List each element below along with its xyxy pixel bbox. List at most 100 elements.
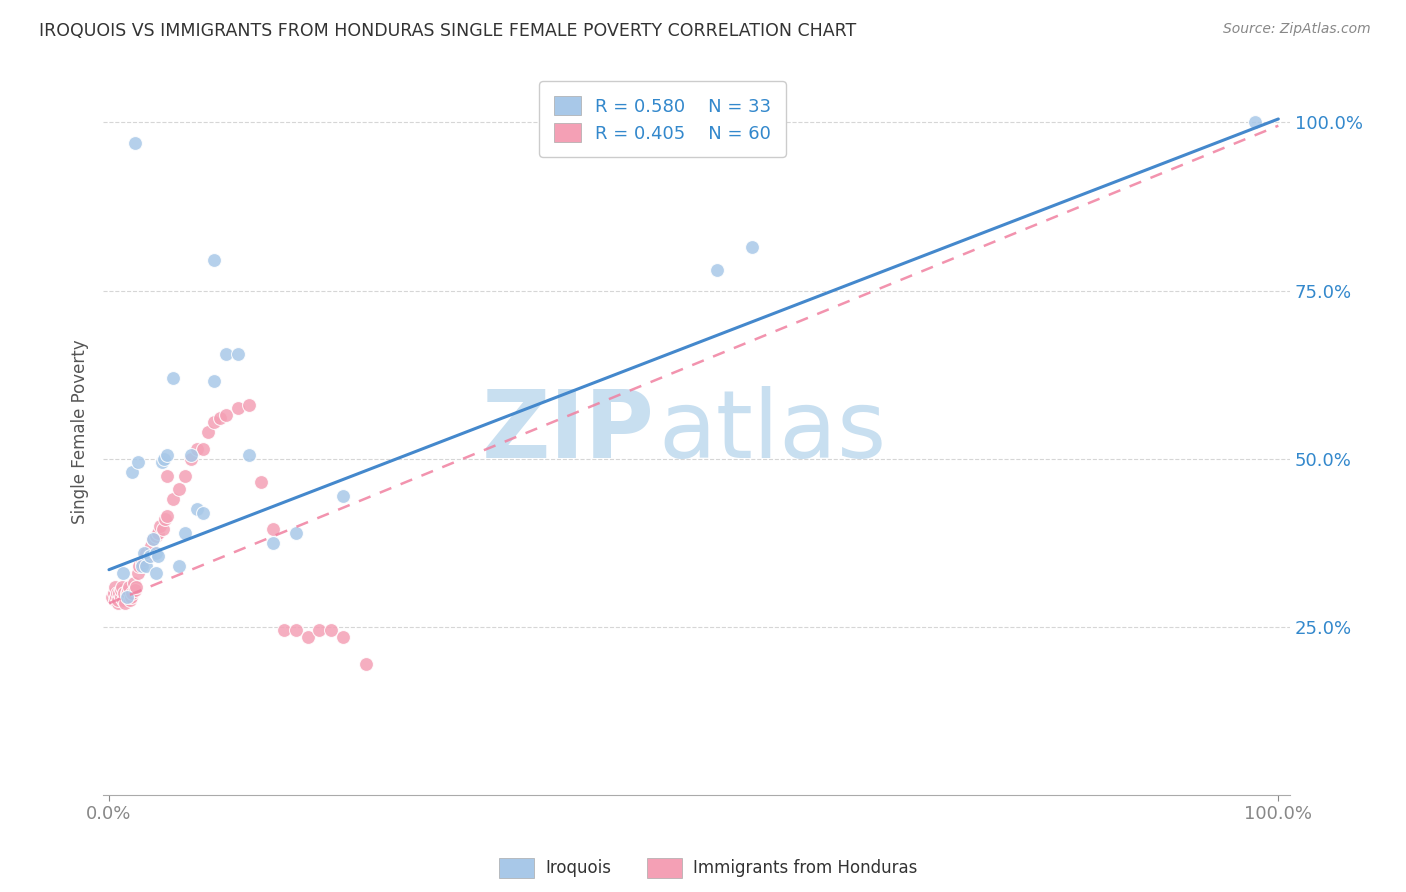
Point [167,559,190,574]
Point [107,596,129,610]
Y-axis label: Single Female Poverty: Single Female Poverty [72,340,89,524]
Point [162,491,184,506]
Point [162,371,184,385]
Point [153,451,176,466]
Point [127,455,149,469]
Point [110,582,132,597]
Point [104,590,127,604]
Point [202,253,225,268]
Point [167,482,190,496]
Point [139,549,162,564]
Point [156,448,179,462]
Point [202,375,225,389]
Point [101,590,124,604]
Point [132,546,155,560]
Point [138,549,160,564]
Point [135,559,157,574]
Point [125,580,148,594]
Point [132,552,155,566]
Point [131,559,153,574]
Point [115,586,138,600]
Point [111,593,134,607]
Point [174,468,197,483]
Point [285,525,308,540]
Point [226,347,249,361]
Text: Immigrants from Honduras: Immigrants from Honduras [693,859,918,877]
Point [135,546,157,560]
Point [250,475,273,490]
Point [120,590,142,604]
Point [104,580,127,594]
Point [180,451,202,466]
Point [202,415,225,429]
Point [115,590,138,604]
Point [273,624,295,638]
Point [105,586,128,600]
Point [145,529,167,543]
Point [145,546,167,560]
Point [332,489,354,503]
Point [111,566,134,580]
Point [114,596,136,610]
Point [262,536,284,550]
Text: Source: ZipAtlas.com: Source: ZipAtlas.com [1223,22,1371,37]
Point [122,576,145,591]
Point [118,580,141,594]
Point [149,519,172,533]
Point [112,586,135,600]
Point [150,455,173,469]
Point [111,580,134,594]
Point [238,398,260,412]
Point [107,593,129,607]
Point [191,442,214,456]
Point [197,425,219,439]
Point [124,582,146,597]
Point [741,240,763,254]
Point [186,502,208,516]
Point [108,586,131,600]
Point [354,657,377,671]
Point [191,506,214,520]
Point [142,533,165,547]
Text: ZIP: ZIP [482,386,655,478]
Point [127,566,149,580]
Point [156,508,179,523]
Point [186,442,208,456]
Point [142,533,165,547]
Text: Iroquois: Iroquois [546,859,612,877]
Point [131,556,153,570]
Point [146,525,169,540]
Point [121,465,143,479]
Point [152,522,174,536]
Point [1244,115,1267,129]
Point [308,624,330,638]
Point [238,448,260,462]
Point [215,347,238,361]
Point [156,468,179,483]
Point [262,522,284,536]
Point [180,448,202,462]
Point [139,539,162,553]
Text: IROQUOIS VS IMMIGRANTS FROM HONDURAS SINGLE FEMALE POVERTY CORRELATION CHART: IROQUOIS VS IMMIGRANTS FROM HONDURAS SIN… [39,22,856,40]
Point [145,566,167,580]
Text: atlas: atlas [658,386,887,478]
Point [297,630,319,644]
Point [103,586,125,600]
Point [226,401,249,416]
Point [121,586,143,600]
Point [124,136,146,150]
Point [285,624,308,638]
Point [215,408,238,422]
Point [332,630,354,644]
Point [174,525,197,540]
Point [153,512,176,526]
Point [118,593,141,607]
Point [706,263,728,277]
Point [209,411,232,425]
Point [110,590,132,604]
Point [117,582,139,597]
Point [104,593,127,607]
Point [321,624,343,638]
Point [146,549,169,564]
Legend: R = 0.580    N = 33, R = 0.405    N = 60: R = 0.580 N = 33, R = 0.405 N = 60 [540,81,786,157]
